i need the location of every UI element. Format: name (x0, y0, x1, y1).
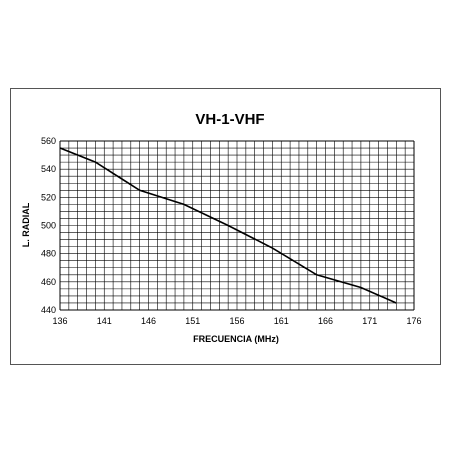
x-tick-label: 176 (406, 316, 421, 326)
y-tick-labels: 440 460 480 500 520 540 560 (41, 136, 56, 315)
x-tick-label: 151 (185, 316, 200, 326)
y-tick-label: 480 (41, 249, 56, 259)
chart-title: VH-1-VHF (195, 111, 264, 128)
x-tick-label: 156 (229, 316, 244, 326)
x-tick-label: 166 (318, 316, 333, 326)
y-tick-label: 520 (41, 192, 56, 202)
grid (59, 140, 415, 311)
x-tick-label: 146 (141, 316, 156, 326)
y-tick-label: 500 (41, 221, 56, 231)
series-line (59, 147, 397, 304)
x-tick-label: 136 (52, 316, 67, 326)
y-tick-label: 540 (41, 164, 56, 174)
x-tick-label: 171 (362, 316, 377, 326)
chart-frame (10, 88, 441, 365)
series-layer (59, 147, 397, 304)
x-tick-labels: 136 141 146 151 156 161 166 171 176 (52, 316, 421, 326)
x-tick-label: 141 (97, 316, 112, 326)
y-tick-label: 440 (41, 305, 56, 315)
x-tick-label: 161 (274, 316, 289, 326)
x-axis-label: FRECUENCIA (MHz) (193, 334, 279, 344)
y-axis-label: L. RADIAL (21, 202, 31, 247)
y-tick-label: 460 (41, 277, 56, 287)
y-tick-label: 560 (41, 136, 56, 146)
